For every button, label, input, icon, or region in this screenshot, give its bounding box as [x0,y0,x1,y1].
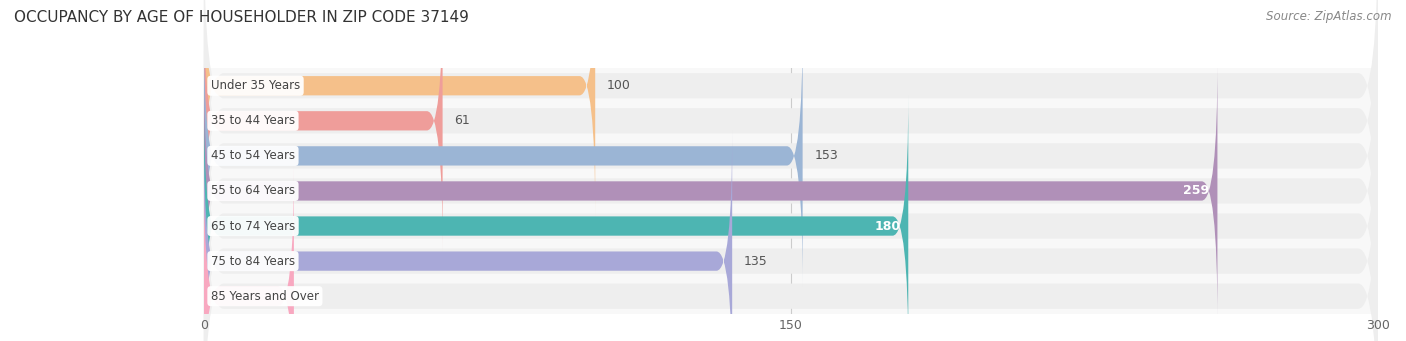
FancyBboxPatch shape [204,165,294,341]
FancyBboxPatch shape [204,63,1378,341]
FancyBboxPatch shape [204,0,595,217]
Text: 85 Years and Over: 85 Years and Over [211,290,319,303]
Text: 45 to 54 Years: 45 to 54 Years [211,149,295,162]
Text: 75 to 84 Years: 75 to 84 Years [211,255,295,268]
FancyBboxPatch shape [204,0,1378,284]
FancyBboxPatch shape [204,0,1378,249]
Text: 65 to 74 Years: 65 to 74 Years [211,220,295,233]
FancyBboxPatch shape [204,95,908,341]
FancyBboxPatch shape [204,28,1378,341]
Text: 61: 61 [454,114,470,127]
Text: Under 35 Years: Under 35 Years [211,79,299,92]
Text: 55 to 64 Years: 55 to 64 Years [211,184,295,197]
FancyBboxPatch shape [204,0,443,251]
Text: 35 to 44 Years: 35 to 44 Years [211,114,295,127]
FancyBboxPatch shape [204,25,803,286]
FancyBboxPatch shape [204,133,1378,341]
FancyBboxPatch shape [204,98,1378,341]
Text: 23: 23 [305,290,322,303]
Text: 153: 153 [814,149,838,162]
FancyBboxPatch shape [204,60,1218,322]
Text: 180: 180 [875,220,900,233]
Text: Source: ZipAtlas.com: Source: ZipAtlas.com [1267,10,1392,23]
Text: 259: 259 [1184,184,1209,197]
FancyBboxPatch shape [204,131,733,341]
Text: 100: 100 [607,79,631,92]
Text: 135: 135 [744,255,768,268]
Text: OCCUPANCY BY AGE OF HOUSEHOLDER IN ZIP CODE 37149: OCCUPANCY BY AGE OF HOUSEHOLDER IN ZIP C… [14,10,470,25]
FancyBboxPatch shape [204,0,1378,318]
